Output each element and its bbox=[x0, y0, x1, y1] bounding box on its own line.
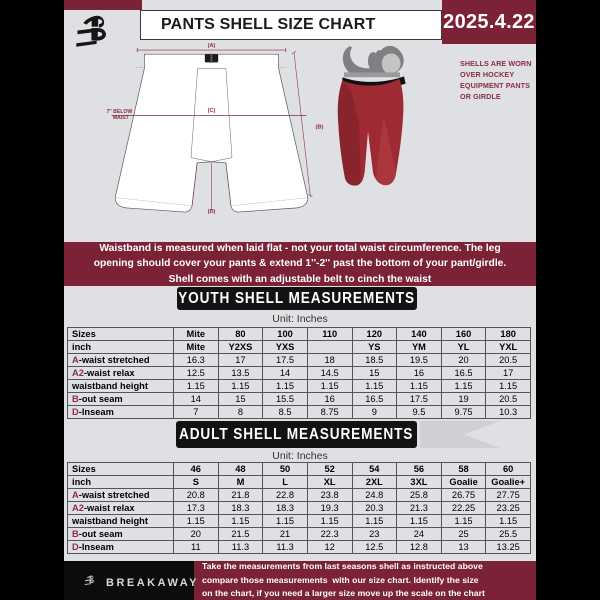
svg-text:7'' BELOW: 7'' BELOW bbox=[106, 109, 132, 115]
svg-text:(D): (D) bbox=[208, 209, 216, 215]
svg-text:(C): (C) bbox=[208, 108, 216, 114]
svg-text:WAIST: WAIST bbox=[113, 115, 130, 121]
svg-text:(B): (B) bbox=[316, 124, 324, 130]
svg-text:(A): (A) bbox=[208, 43, 216, 49]
